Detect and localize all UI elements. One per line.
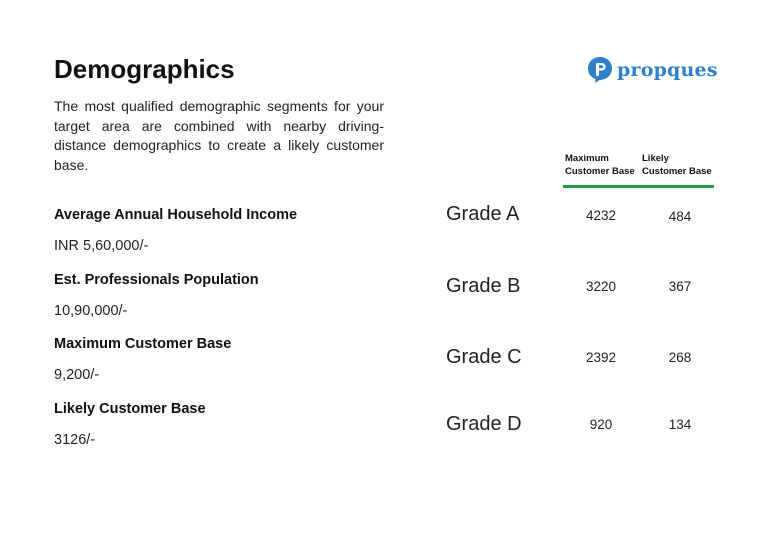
metric-value-likely-customer-base: 3126/- [54, 432, 96, 448]
intro-paragraph: The most qualified demographic segments … [54, 98, 384, 173]
metric-value-professionals-population: 10,90,000/- [54, 303, 128, 319]
grade-row-d-label: Grade D [446, 413, 522, 435]
metric-value-household-income: INR 5,60,000/- [54, 238, 149, 254]
header-divider [563, 185, 714, 188]
speech-bubble-p-icon [587, 56, 613, 84]
grade-row-c-maximum: 2392 [585, 350, 617, 365]
grade-row-a-likely: 484 [668, 209, 692, 224]
logo-text: propques [617, 59, 718, 81]
page-title: Demographics [54, 54, 235, 84]
grade-row-b-likely: 367 [668, 279, 692, 294]
grade-row-a-label: Grade A [446, 203, 520, 225]
column-header-likely-line1: Likely [642, 153, 669, 164]
grade-row-c-likely: 268 [668, 350, 692, 365]
column-header-maximum: Maximum Customer Base [565, 152, 645, 178]
column-header-likely: Likely Customer Base [642, 152, 722, 178]
metric-label-professionals-population: Est. Professionals Population [54, 272, 259, 288]
grade-row-b-maximum: 3220 [585, 279, 617, 294]
column-header-likely-line2: Customer Base [642, 166, 712, 177]
column-header-maximum-line2: Customer Base [565, 166, 635, 177]
grade-row-a-maximum: 4232 [585, 208, 617, 223]
grade-row-c-label: Grade C [446, 346, 522, 368]
grade-row-d-maximum: 920 [589, 417, 613, 432]
metric-label-maximum-customer-base: Maximum Customer Base [54, 336, 232, 352]
column-header-maximum-line1: Maximum [565, 153, 609, 164]
metric-value-maximum-customer-base: 9,200/- [54, 367, 100, 383]
brand-logo: propques [587, 56, 718, 84]
metric-label-household-income: Average Annual Household Income [54, 207, 298, 223]
grade-row-d-likely: 134 [668, 417, 692, 432]
metric-label-likely-customer-base: Likely Customer Base [54, 401, 206, 417]
grade-row-b-label: Grade B [446, 275, 521, 297]
